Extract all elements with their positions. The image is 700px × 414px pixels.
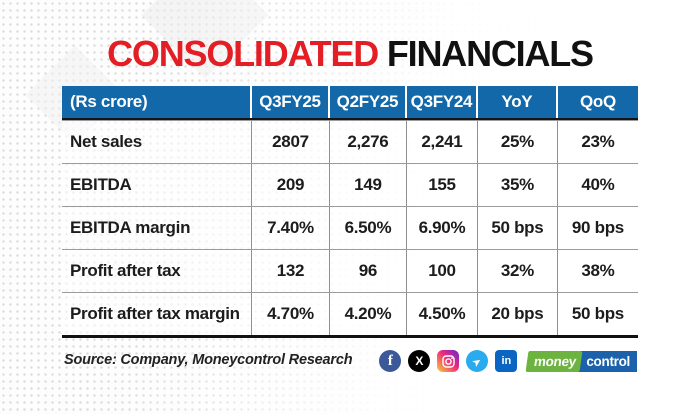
row-label: EBITDA margin bbox=[62, 207, 253, 249]
cell-value: 50 bps bbox=[478, 207, 558, 249]
cell-value: 7.40% bbox=[252, 207, 330, 249]
facebook-icon[interactable]: f bbox=[379, 350, 402, 372]
cell-value: 100 bbox=[407, 250, 478, 292]
row-label: EBITDA bbox=[62, 164, 253, 206]
cell-value: 40% bbox=[581, 175, 615, 194]
cell-value: 4.20% bbox=[330, 293, 407, 335]
cell-value: 23% bbox=[581, 132, 615, 151]
x-twitter-icon[interactable]: X bbox=[408, 350, 431, 372]
cell-value: 4.70% bbox=[252, 293, 330, 335]
table-header-yoy: YoY bbox=[478, 86, 558, 118]
table-header-row: (Rs crore) Q3FY25 Q2FY25 Q3FY24 YoY QoQ bbox=[62, 86, 638, 120]
financials-table: (Rs crore) Q3FY25 Q2FY25 Q3FY24 YoY QoQ … bbox=[62, 86, 638, 338]
social-links: f X ➤ in money control bbox=[379, 350, 637, 372]
table-row: EBITDA margin 7.40% 6.50% 6.90% 50 bps 9… bbox=[62, 206, 638, 249]
cell-value: 132 bbox=[252, 250, 330, 292]
cell-value: 96 bbox=[330, 250, 407, 292]
instagram-icon[interactable] bbox=[437, 350, 460, 372]
cell-value: 6.50% bbox=[330, 207, 407, 249]
table-header-q3fy25: Q3FY25 bbox=[252, 86, 330, 118]
row-label: Profit after tax bbox=[62, 250, 253, 292]
table-header-qoq: QoQ bbox=[579, 92, 616, 111]
page-title: CONSOLIDATED FINANCIALS bbox=[62, 34, 638, 74]
cell-value: 90 bps bbox=[571, 218, 624, 237]
table-header-q3fy24: Q3FY24 bbox=[407, 86, 478, 118]
instagram-camera-glyph bbox=[442, 354, 455, 368]
cell-value: 50 bps bbox=[571, 304, 624, 323]
cell-value: 25% bbox=[478, 121, 558, 163]
source-note: Source: Company, Moneycontrol Research bbox=[64, 352, 353, 368]
table-row: Profit after tax 132 96 100 32% 38% bbox=[62, 249, 638, 292]
table-header-unit: (Rs crore) bbox=[62, 86, 253, 118]
moneycontrol-logo-control: control bbox=[577, 350, 637, 372]
cell-value: 35% bbox=[478, 164, 558, 206]
cell-value: 209 bbox=[252, 164, 330, 206]
cell-value: 32% bbox=[478, 250, 558, 292]
cell-value: 2,276 bbox=[330, 121, 407, 163]
telegram-icon[interactable]: ➤ bbox=[466, 350, 489, 372]
paper-plane-glyph: ➤ bbox=[469, 354, 485, 370]
table-row: Net sales 2807 2,276 2,241 25% 23% bbox=[62, 120, 638, 163]
cell-value: 2,241 bbox=[407, 121, 478, 163]
row-label: Profit after tax margin bbox=[62, 293, 253, 335]
cell-value: 6.90% bbox=[407, 207, 478, 249]
cell-value: 149 bbox=[330, 164, 407, 206]
row-label: Net sales bbox=[62, 121, 253, 163]
linkedin-icon[interactable]: in bbox=[495, 350, 518, 372]
moneycontrol-logo-money: money bbox=[525, 350, 583, 372]
cell-value: 2807 bbox=[252, 121, 330, 163]
table-row: Profit after tax margin 4.70% 4.20% 4.50… bbox=[62, 292, 638, 335]
page-title-red: CONSOLIDATED bbox=[107, 33, 379, 74]
cell-value: 20 bps bbox=[478, 293, 558, 335]
table-header-q2fy25: Q2FY25 bbox=[330, 86, 407, 118]
cell-value: 38% bbox=[581, 261, 615, 280]
table-row: EBITDA 209 149 155 35% 40% bbox=[62, 163, 638, 206]
cell-value: 155 bbox=[407, 164, 478, 206]
moneycontrol-logo[interactable]: money control bbox=[525, 350, 637, 372]
cell-value: 4.50% bbox=[407, 293, 478, 335]
page-title-black: FINANCIALS bbox=[386, 33, 594, 74]
